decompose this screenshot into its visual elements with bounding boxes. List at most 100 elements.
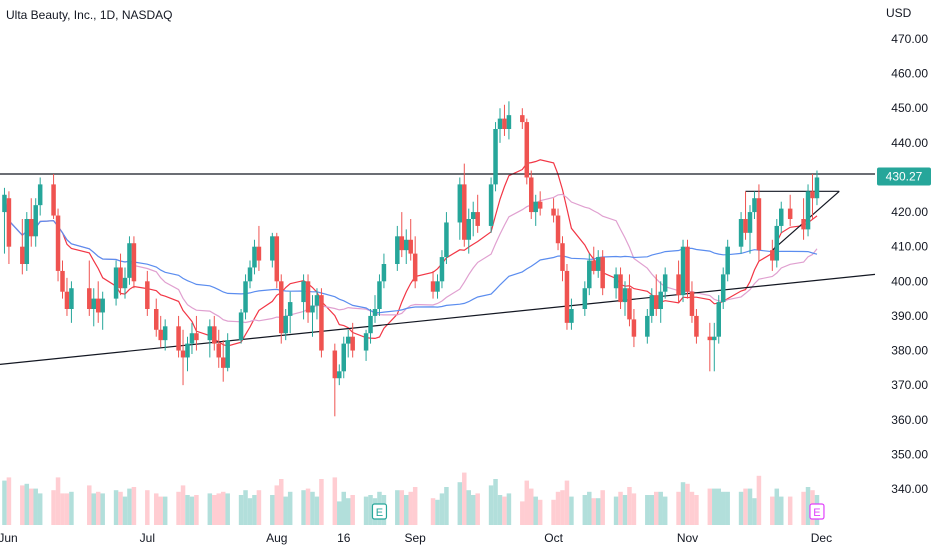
candle: [363, 329, 369, 361]
candle-body: [332, 350, 338, 379]
candle: [738, 212, 744, 254]
candle: [69, 281, 74, 323]
candle: [2, 187, 7, 254]
candle: [158, 315, 163, 348]
candle-body: [301, 281, 306, 303]
volume-bar: [220, 491, 226, 525]
candle-body: [131, 243, 137, 282]
volume-bar: [194, 495, 199, 525]
candle: [488, 177, 494, 233]
volume-bar: [752, 498, 757, 525]
candle: [127, 236, 132, 285]
candle-body: [430, 281, 436, 292]
candle-body: [33, 205, 38, 237]
candle: [212, 315, 217, 351]
price-tick-label: 440.00: [891, 136, 928, 150]
candle: [810, 174, 815, 219]
candle-body: [555, 215, 561, 244]
candle-body: [774, 225, 780, 261]
candle-body: [154, 309, 159, 330]
candle-body: [377, 281, 382, 309]
candle-body: [488, 184, 494, 226]
volume-bar: [493, 479, 498, 525]
candle: [220, 340, 226, 382]
candle-body: [91, 298, 96, 309]
candle: [33, 198, 38, 247]
candle-body: [118, 267, 123, 289]
volume-bar: [680, 482, 686, 525]
candle-body: [381, 264, 387, 282]
volume-bar: [435, 499, 440, 525]
candle: [582, 281, 588, 316]
candle-body: [613, 274, 619, 289]
candle: [287, 291, 293, 334]
candles-layer: [2, 101, 820, 417]
last-price-badge: [877, 167, 931, 186]
candle: [444, 212, 449, 264]
time-tick-label: Jun: [0, 531, 18, 545]
candle-body: [189, 333, 195, 344]
price-tick-label: 400.00: [891, 274, 928, 288]
candle-body: [225, 340, 230, 368]
volume-bar: [274, 485, 280, 525]
candle-body: [337, 371, 342, 379]
candle-body: [194, 333, 199, 341]
trendlines-layer: [0, 173, 876, 365]
volume-bar: [502, 496, 507, 525]
candle: [256, 225, 262, 271]
earnings-e-icon[interactable]: E: [809, 503, 825, 520]
candle-body: [560, 243, 565, 271]
volume-bar: [555, 491, 561, 525]
candle-body: [770, 250, 775, 261]
candle: [743, 191, 748, 240]
volume-bar: [368, 495, 373, 525]
volume-bar: [279, 479, 284, 525]
candle: [345, 329, 351, 358]
volume-bar: [801, 491, 806, 525]
candle-body: [658, 291, 663, 309]
candle-body: [716, 302, 721, 337]
volume-bar: [685, 483, 690, 525]
earnings-e-icon[interactable]: E: [371, 503, 388, 520]
candle-body: [100, 298, 105, 313]
volume-bar: [256, 490, 262, 525]
volume-bar: [587, 491, 592, 525]
candle: [395, 225, 400, 271]
candle: [756, 184, 762, 261]
candle: [725, 239, 730, 282]
volume-bar: [122, 496, 128, 525]
volume-bar: [270, 495, 275, 525]
candle-body: [502, 118, 507, 129]
candle: [408, 219, 413, 261]
candle-body: [180, 350, 186, 358]
candle-body: [216, 343, 221, 358]
candle: [529, 170, 534, 219]
candle-body: [676, 274, 681, 296]
candle-body: [314, 295, 320, 306]
volume-bar: [412, 487, 418, 525]
candle-body: [319, 295, 324, 351]
candle: [645, 309, 650, 344]
candle-body: [694, 315, 699, 337]
volume-bar: [533, 496, 538, 525]
volume-bar: [622, 495, 628, 525]
volume-bar: [33, 488, 38, 525]
currency-label: USD: [886, 6, 912, 20]
time-tick-label: Oct: [544, 531, 563, 545]
last-price-label: 430.27: [886, 170, 923, 184]
volume-bar: [537, 499, 543, 525]
candle-body: [412, 253, 418, 282]
candle: [399, 212, 405, 258]
candle: [752, 191, 757, 219]
candle-body: [756, 198, 762, 251]
volume-bar: [337, 501, 342, 525]
candle: [55, 208, 61, 282]
volume-bar: [613, 496, 619, 525]
volume-bar: [716, 488, 721, 525]
candle: [243, 274, 248, 320]
price-tick-label: 370.00: [891, 378, 928, 392]
candle: [87, 260, 92, 316]
